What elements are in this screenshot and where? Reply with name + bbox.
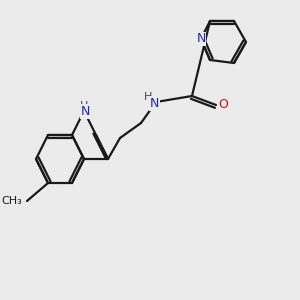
Text: N: N — [196, 32, 206, 46]
Text: H: H — [144, 92, 153, 102]
Text: N: N — [81, 105, 90, 118]
Text: O: O — [219, 98, 228, 112]
Text: H: H — [80, 100, 88, 111]
Text: N: N — [150, 97, 159, 110]
Text: CH₃: CH₃ — [2, 196, 22, 206]
